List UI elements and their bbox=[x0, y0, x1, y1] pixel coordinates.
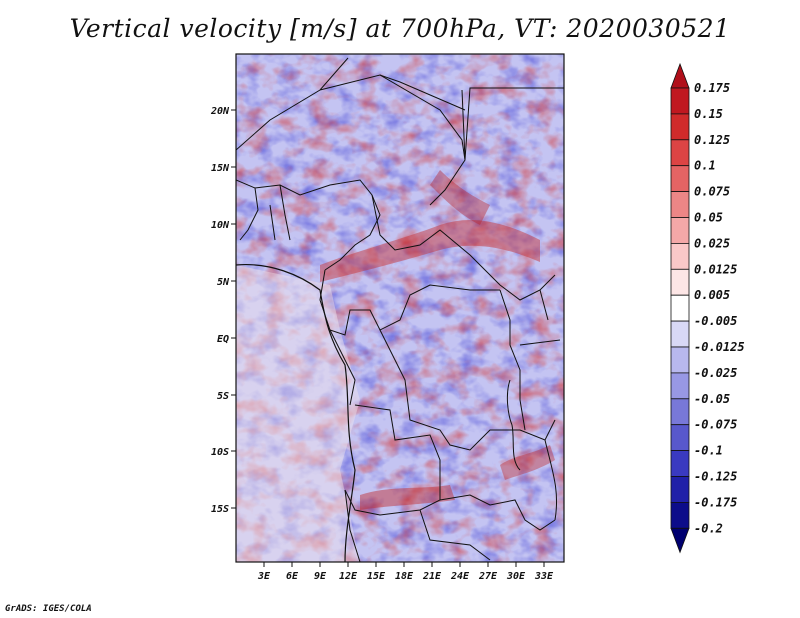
border-cameroon-congo bbox=[319, 269, 500, 336]
colorbar-segment bbox=[670, 476, 690, 503]
colorbar-label: 0.075 bbox=[694, 185, 730, 199]
lat-label: 15S bbox=[211, 504, 229, 515]
border-west-africa bbox=[239, 184, 291, 241]
colorbar-label: -0.175 bbox=[694, 495, 737, 509]
lat-label: 5N bbox=[217, 277, 230, 288]
colorbar bbox=[670, 62, 690, 554]
border-drc bbox=[329, 329, 556, 451]
coastline-west bbox=[236, 263, 356, 562]
border-southern-africa bbox=[344, 489, 556, 562]
lat-labels: 20N 15N 10N 5N EQ 5S 10S 15S bbox=[210, 106, 230, 515]
border-nigeria bbox=[236, 179, 381, 271]
lon-label: 3E bbox=[257, 571, 271, 582]
colorbar-segment bbox=[670, 372, 690, 400]
colorbar-label: 0.0125 bbox=[694, 262, 737, 276]
lon-label: 21E bbox=[422, 571, 442, 582]
colorbar-segment bbox=[670, 268, 690, 296]
colorbar-label: -0.005 bbox=[694, 314, 737, 328]
field-ocean-pale bbox=[236, 265, 360, 562]
colorbar-label: 0.05 bbox=[694, 211, 723, 225]
colorbar-segment bbox=[670, 294, 690, 322]
border-east-africa bbox=[499, 289, 561, 431]
field-ascent-texture bbox=[236, 54, 564, 562]
lon-label: 27E bbox=[478, 571, 498, 582]
lat-label: 20N bbox=[210, 106, 230, 117]
border-angola bbox=[344, 404, 441, 516]
colorbar-labels: 0.175 0.15 0.125 0.1 0.075 0.05 0.025 0.0125 0.0… bbox=[694, 81, 745, 535]
country-borders bbox=[236, 57, 564, 562]
ascent-band-southeast bbox=[500, 445, 555, 480]
lat-label: 10N bbox=[211, 220, 230, 231]
colorbar-segment bbox=[670, 242, 690, 270]
colorbar-label: -0.125 bbox=[694, 470, 737, 484]
figure-title: Vertical velocity [m/s] at 700hPa, VT: 2… bbox=[69, 14, 731, 43]
lat-ticks bbox=[231, 109, 236, 509]
colorbar-label: 0.175 bbox=[694, 81, 730, 95]
colorbar-label: 0.15 bbox=[694, 107, 723, 121]
ascent-band-north bbox=[320, 220, 540, 282]
lat-label: 10S bbox=[211, 447, 229, 458]
lon-labels: 3E 6E 9E 12E 15E 18E 21E 24E 27E 30E 33E bbox=[257, 571, 554, 582]
ascent-band-south bbox=[360, 485, 455, 510]
colorbar-label: -0.2 bbox=[694, 521, 723, 535]
colorbar-label: -0.05 bbox=[694, 392, 730, 406]
lat-label: 15N bbox=[211, 163, 230, 174]
ascent-band-east bbox=[430, 170, 490, 225]
lon-label: 9E bbox=[314, 571, 327, 582]
colorbar-segment bbox=[670, 217, 690, 244]
colorbar-segment bbox=[670, 450, 690, 477]
colorbar-segment bbox=[670, 398, 690, 426]
lat-label: EQ bbox=[217, 334, 229, 345]
border-libya-sudan bbox=[379, 74, 564, 161]
colorbar-arrow-bottom bbox=[670, 527, 690, 554]
lakes-and-coast-east bbox=[506, 379, 558, 521]
lat-label: 5S bbox=[217, 391, 229, 402]
colorbar-label: 0.025 bbox=[694, 236, 730, 250]
colorbar-segment bbox=[670, 113, 690, 141]
colorbar-segment bbox=[670, 87, 690, 115]
lon-label: 12E bbox=[339, 571, 358, 582]
lon-ticks bbox=[263, 562, 545, 567]
colorbar-segment bbox=[670, 139, 690, 167]
credit-text: GrADS: IGES/COLA bbox=[5, 604, 92, 614]
colorbar-segment bbox=[670, 320, 690, 348]
lon-label: 18E bbox=[395, 571, 414, 582]
colorbar-segment bbox=[670, 501, 690, 529]
colorbar-label: -0.0125 bbox=[694, 340, 745, 354]
colorbar-label: -0.075 bbox=[694, 418, 737, 432]
colorbar-segment bbox=[670, 191, 690, 218]
colorbar-segment bbox=[670, 346, 690, 374]
border-car-southsudan bbox=[371, 194, 556, 301]
colorbar-segment bbox=[670, 424, 690, 452]
velocity-field bbox=[236, 54, 564, 562]
lon-label: 24E bbox=[450, 571, 470, 582]
lon-label: 15E bbox=[367, 571, 386, 582]
colorbar-label: 0.005 bbox=[694, 288, 730, 302]
colorbar-label: 0.1 bbox=[694, 159, 716, 173]
colorbar-arrow-top bbox=[670, 62, 690, 89]
colorbar-label: 0.125 bbox=[694, 133, 730, 147]
lon-label: 30E bbox=[506, 571, 526, 582]
colorbar-segment bbox=[670, 165, 690, 192]
colorbar-label: -0.1 bbox=[694, 444, 723, 458]
lon-label: 33E bbox=[534, 571, 554, 582]
map-frame bbox=[235, 53, 565, 563]
colorbar-label: -0.025 bbox=[694, 366, 737, 380]
lon-label: 6E bbox=[286, 571, 299, 582]
